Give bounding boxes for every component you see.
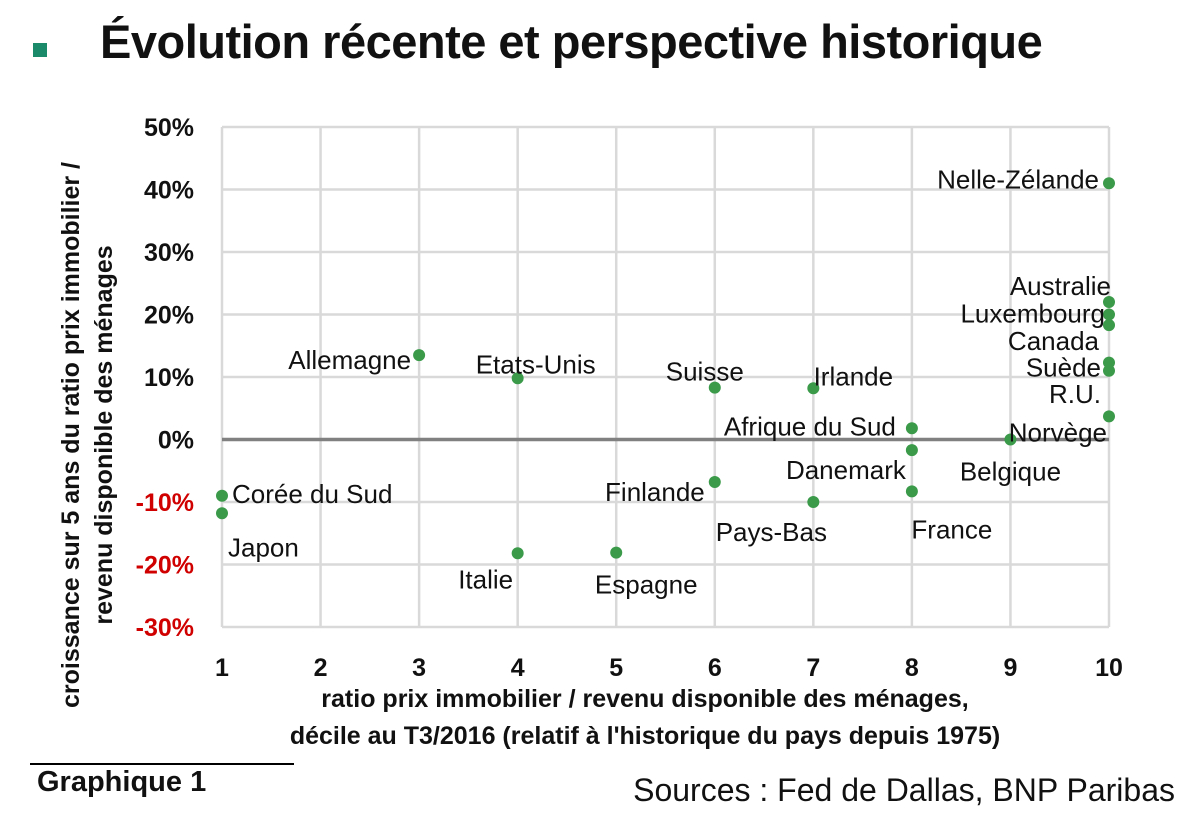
point-label: Belgique bbox=[960, 457, 1061, 487]
x-tick-label: 9 bbox=[1003, 654, 1017, 682]
data-point bbox=[1004, 433, 1017, 446]
point-label: Irlande bbox=[814, 361, 894, 391]
data-point bbox=[708, 381, 721, 394]
point-labels: Nelle-ZélandeAustralieLuxembourgCanadaSu… bbox=[228, 164, 1111, 599]
point-label: France bbox=[911, 514, 992, 544]
point-label: Pays-Bas bbox=[716, 517, 827, 547]
point-label: Australie bbox=[1010, 271, 1111, 301]
title-bullet-icon bbox=[33, 43, 47, 57]
point-label: Nelle-Zélande bbox=[937, 164, 1099, 194]
data-point bbox=[1103, 319, 1115, 332]
point-label: Japon bbox=[228, 532, 299, 562]
chart-gridlines bbox=[220, 125, 1111, 629]
data-point bbox=[610, 546, 623, 559]
x-tick-label: 1 bbox=[215, 654, 229, 682]
y-tick-label: -10% bbox=[136, 489, 194, 517]
data-point bbox=[1103, 364, 1115, 377]
y-tick-label: 0% bbox=[158, 427, 194, 455]
data-point bbox=[413, 349, 426, 362]
point-label: Etats-Unis bbox=[476, 349, 596, 379]
point-label: Luxembourg bbox=[960, 299, 1105, 329]
x-tick-label: 4 bbox=[511, 654, 525, 682]
x-tick-label: 3 bbox=[412, 654, 426, 682]
x-tick-label: 7 bbox=[806, 654, 820, 682]
point-label: Suède bbox=[1026, 353, 1101, 383]
data-point bbox=[1103, 410, 1115, 423]
data-point bbox=[511, 372, 524, 385]
data-point bbox=[216, 507, 228, 520]
x-tick-label: 5 bbox=[609, 654, 623, 682]
point-label: Italie bbox=[458, 564, 513, 594]
point-label: Canada bbox=[1008, 326, 1100, 356]
sources-note: Sources : Fed de Dallas, BNP Paribas bbox=[633, 772, 1175, 808]
data-point bbox=[216, 489, 228, 502]
y-tick-label: -30% bbox=[136, 614, 194, 642]
point-label: Allemagne bbox=[288, 345, 411, 375]
data-point bbox=[807, 496, 820, 508]
data-point bbox=[905, 422, 918, 435]
x-axis-ticks: 1 2 3 4 5 6 7 8 9 10 bbox=[215, 654, 1123, 682]
x-axis-title-line: ratio prix immobilier / revenu disponibl… bbox=[321, 685, 968, 713]
y-axis-title-line: croissance sur 5 ans du ratio prix immob… bbox=[57, 162, 85, 708]
x-tick-label: 8 bbox=[905, 654, 919, 682]
chart-number-label: Graphique 1 bbox=[37, 766, 207, 798]
y-tick-label: 10% bbox=[144, 364, 194, 392]
footer-rule bbox=[30, 763, 294, 765]
x-axis-title-line: décile au T3/2016 (relatif à l'historiqu… bbox=[290, 722, 1000, 750]
x-axis-label: ratio prix immobilier / revenu disponibl… bbox=[290, 685, 1000, 750]
point-label: Norvège bbox=[1009, 417, 1107, 447]
point-label: Afrique du Sud bbox=[724, 411, 896, 441]
point-label: Suisse bbox=[666, 357, 744, 387]
y-tick-label: 40% bbox=[144, 177, 194, 205]
point-label: Corée du Sud bbox=[232, 479, 392, 509]
data-point bbox=[905, 485, 918, 498]
x-tick-label: 6 bbox=[708, 654, 722, 682]
data-point bbox=[807, 382, 820, 395]
x-tick-label: 2 bbox=[314, 654, 328, 682]
page-title: Évolution récente et perspective histori… bbox=[100, 15, 1043, 68]
data-point bbox=[905, 444, 918, 457]
point-label: R.U. bbox=[1049, 379, 1101, 409]
data-point bbox=[1103, 308, 1115, 321]
data-point bbox=[1103, 177, 1115, 190]
point-label: Danemark bbox=[786, 455, 907, 485]
point-label: Finlande bbox=[605, 477, 705, 507]
y-tick-label: -20% bbox=[136, 552, 194, 580]
y-tick-label: 30% bbox=[144, 239, 194, 267]
data-point bbox=[511, 547, 524, 560]
y-axis-label: croissance sur 5 ans du ratio prix immob… bbox=[57, 162, 118, 708]
data-point bbox=[1103, 296, 1115, 308]
y-axis-title-line: revenu disponible des ménages bbox=[90, 245, 118, 624]
point-label: Espagne bbox=[595, 570, 698, 600]
y-tick-label: 20% bbox=[144, 302, 194, 330]
data-point bbox=[708, 476, 721, 488]
y-axis-title: croissance sur 5 ans du ratio prix immob… bbox=[57, 162, 118, 708]
x-tick-label: 10 bbox=[1095, 654, 1123, 682]
y-axis-ticks: 50% 40% 30% 20% 10% 0% -10% -20% -30% bbox=[136, 114, 194, 642]
y-tick-label: 50% bbox=[144, 114, 194, 142]
data-points bbox=[216, 177, 1115, 560]
